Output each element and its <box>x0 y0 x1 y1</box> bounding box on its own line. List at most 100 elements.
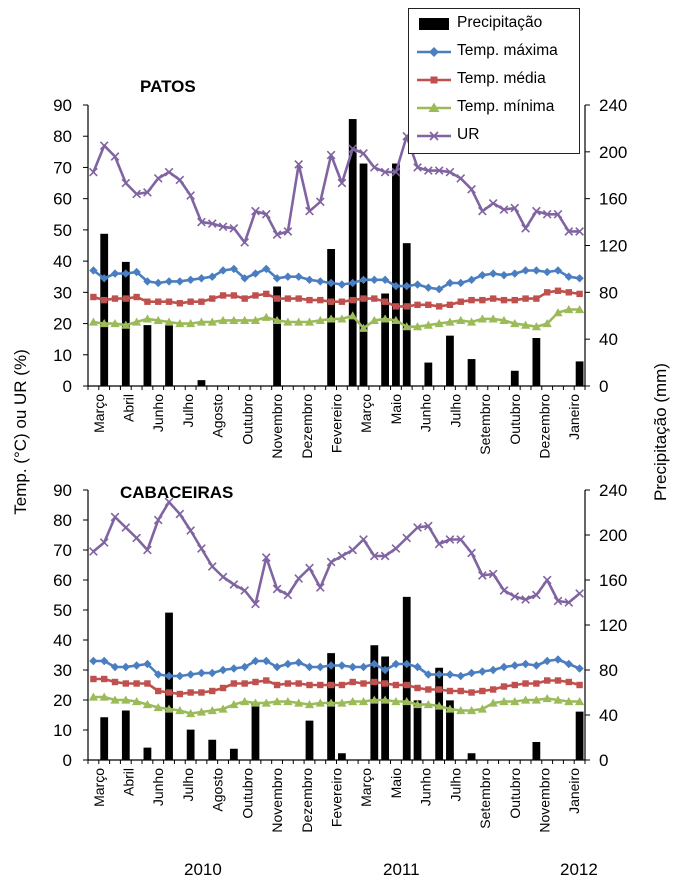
data-point <box>110 695 120 704</box>
data-point <box>295 295 302 302</box>
legend-label: Temp. máxima <box>457 42 558 59</box>
data-point <box>424 670 433 679</box>
data-point <box>143 659 152 669</box>
data-point <box>553 308 563 317</box>
legend-item-ur: UR <box>409 123 579 149</box>
data-point <box>283 227 293 236</box>
x-tick-label: Outubro <box>507 768 523 819</box>
data-point <box>283 697 293 706</box>
precipitation-bar <box>467 753 476 760</box>
x-tick-label: Março <box>358 394 374 433</box>
data-point <box>338 298 346 305</box>
x-tick-label: Julho <box>447 768 463 802</box>
series-line <box>93 308 580 330</box>
year-label-2012: 2012 <box>560 860 598 879</box>
data-point <box>370 659 379 669</box>
data-point <box>207 219 217 229</box>
data-point <box>337 280 347 289</box>
y-tick-label: 30 <box>53 661 72 680</box>
right-axis-label: Precipitação (mm) <box>651 363 670 501</box>
precipitation-bar <box>208 739 217 760</box>
data-point <box>457 298 464 305</box>
data-point <box>304 317 315 326</box>
data-point <box>315 197 325 207</box>
data-point <box>359 662 368 672</box>
year-label-2011: 2011 <box>383 860 420 879</box>
y-tick-label: 0 <box>63 751 72 770</box>
data-point <box>488 569 498 579</box>
data-point <box>434 319 444 328</box>
data-point <box>207 317 217 326</box>
precipitation-bar <box>575 361 584 386</box>
data-point <box>499 270 509 280</box>
data-point <box>392 303 400 310</box>
data-point <box>456 278 465 288</box>
x-tick-label: Abril <box>121 394 137 422</box>
data-point <box>349 678 356 686</box>
precipitation-bar <box>348 119 357 387</box>
precipitation-bar <box>229 748 238 760</box>
data-point <box>564 659 573 669</box>
y2-tick-label: 40 <box>599 706 618 725</box>
data-point <box>478 667 487 676</box>
data-point <box>391 659 401 669</box>
data-point <box>219 684 227 692</box>
chart-title: PATOS <box>140 77 196 96</box>
series-line <box>93 695 580 715</box>
y-tick-label: 60 <box>53 190 72 209</box>
data-point <box>402 659 411 669</box>
data-point <box>164 704 174 713</box>
legend-item-tmax: Temp. máxima <box>409 39 579 65</box>
data-point <box>294 658 303 667</box>
data-point <box>348 545 358 555</box>
data-point <box>575 589 584 598</box>
data-point <box>403 681 410 689</box>
data-point <box>88 317 99 326</box>
data-point <box>380 695 390 704</box>
data-point <box>240 315 250 325</box>
data-point <box>229 315 239 325</box>
data-point <box>391 544 401 553</box>
data-point <box>348 144 358 154</box>
data-point <box>499 662 509 672</box>
data-point <box>466 706 477 715</box>
data-point <box>121 320 131 329</box>
data-point <box>467 275 476 285</box>
data-point <box>186 670 195 679</box>
data-point <box>306 296 313 304</box>
data-point <box>175 509 185 519</box>
data-point <box>532 590 541 600</box>
x-tick-label: Fevereiro <box>329 394 345 453</box>
x-tick-label: Dezembro <box>537 394 553 459</box>
data-point <box>218 572 228 582</box>
data-point <box>133 293 140 301</box>
precipitation-bar <box>532 337 541 386</box>
data-point <box>488 665 498 675</box>
data-point <box>305 563 314 573</box>
legend-item-tmed: Temp. média <box>409 67 579 93</box>
data-point <box>142 700 153 709</box>
data-point <box>488 314 498 323</box>
data-point <box>489 295 497 302</box>
data-point <box>358 697 369 706</box>
data-point <box>434 285 444 294</box>
data-point <box>229 580 239 589</box>
data-point <box>230 292 238 299</box>
y2-tick-label: 200 <box>599 143 627 162</box>
data-point <box>477 206 487 216</box>
data-point <box>208 668 217 678</box>
x-tick-label: Setembro <box>477 768 493 829</box>
data-point <box>240 662 249 672</box>
data-point <box>380 665 390 675</box>
data-point <box>337 551 347 561</box>
data-point <box>564 272 573 281</box>
data-point <box>262 656 271 666</box>
data-point <box>543 289 551 296</box>
y-tick-label: 10 <box>53 721 72 740</box>
data-point <box>186 526 196 535</box>
data-point <box>456 671 465 681</box>
data-point <box>262 264 271 274</box>
data-point <box>488 269 498 278</box>
x-tick-label: Março <box>91 394 107 433</box>
